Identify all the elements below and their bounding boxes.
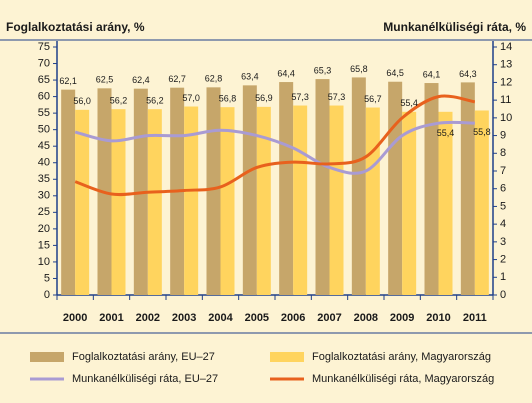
y2-axis-title: Munkanélküliségi ráta, % (383, 20, 526, 34)
bar (147, 109, 162, 295)
x-tick-label: 2009 (390, 312, 414, 324)
legend-label: Foglalkoztatási arány, EU–27 (72, 351, 215, 363)
y-tick-label: 55 (38, 107, 50, 119)
y-tick-label: 25 (38, 206, 50, 218)
y-tick-label: 70 (38, 57, 50, 69)
bar (365, 107, 380, 296)
bar (402, 111, 417, 295)
bar (438, 111, 453, 295)
y-tick-label: 5 (44, 272, 50, 284)
data-label: 56,8 (219, 94, 237, 104)
legend-label: Foglalkoztatási arány, Magyarország (312, 351, 491, 363)
data-label: 64,1 (423, 69, 441, 79)
bar (351, 77, 366, 296)
legend-swatch (270, 352, 304, 362)
bar (315, 79, 330, 295)
line (74, 94, 476, 197)
bar (220, 107, 235, 295)
x-tick-label: 2008 (354, 312, 378, 324)
y2-tick-label: 1 (500, 271, 506, 283)
x-tick-label: 2005 (245, 312, 269, 324)
data-label: 57,0 (182, 93, 200, 103)
bar (111, 109, 126, 295)
x-tick-label: 2003 (172, 312, 196, 324)
y2-tick-label: 9 (500, 129, 506, 141)
y-tick-label: 10 (38, 256, 50, 268)
data-label: 63,4 (241, 72, 259, 82)
data-label: 62,4 (132, 75, 150, 85)
data-label: 64,3 (459, 69, 477, 79)
data-label: 56,7 (364, 94, 382, 104)
y2-tick-label: 8 (500, 147, 506, 159)
x-tick-label: 2000 (63, 312, 87, 324)
bar (424, 83, 439, 295)
y2-tick-label: 10 (500, 112, 512, 124)
legend-label: Munkanélküliségi ráta, Magyarország (312, 373, 494, 385)
y-tick-label: 50 (38, 124, 50, 136)
x-tick-label: 2011 (463, 312, 487, 324)
data-label: 65,3 (314, 65, 332, 75)
x-tick-label: 2002 (136, 312, 160, 324)
data-label: 56,9 (255, 93, 273, 103)
bar (206, 87, 221, 295)
data-label: 65,8 (350, 64, 368, 74)
x-tick-label: 2007 (317, 312, 341, 324)
x-tick-label: 2006 (281, 312, 305, 324)
x-tick-label: 2010 (426, 312, 450, 324)
y-tick-label: 20 (38, 223, 50, 235)
y-tick-label: 35 (38, 173, 50, 185)
y-tick-label: 60 (38, 91, 50, 103)
data-label: 57,3 (291, 92, 309, 102)
bar (293, 105, 308, 295)
data-label: 56,2 (146, 96, 164, 106)
bar (184, 106, 199, 296)
y2-tick-label: 7 (500, 165, 506, 177)
y-tick-label: 30 (38, 190, 50, 202)
legend-swatch (30, 352, 64, 362)
bar (242, 85, 257, 295)
legend-label: Munkanélküliségi ráta, EU–27 (72, 373, 218, 385)
y2-tick-label: 0 (500, 289, 506, 301)
y2-tick-label: 12 (500, 76, 512, 88)
y-tick-label: 65 (38, 74, 50, 86)
y-tick-label: 75 (38, 41, 50, 53)
data-label: 55,8 (473, 127, 491, 137)
data-label: 62,8 (205, 74, 223, 84)
data-label: 62,5 (96, 75, 114, 85)
y-tick-label: 15 (38, 239, 50, 251)
bar (460, 82, 475, 295)
data-label: 55,4 (400, 98, 418, 108)
y-tick-label: 40 (38, 157, 50, 169)
data-label: 62,7 (168, 74, 186, 84)
data-label: 64,5 (386, 68, 404, 78)
y2-tick-label: 11 (500, 94, 511, 106)
y2-tick-label: 6 (500, 183, 506, 195)
data-label: 55,4 (437, 128, 455, 138)
x-tick-label: 2004 (208, 312, 233, 324)
line (74, 120, 475, 175)
y2-tick-label: 5 (500, 200, 506, 212)
data-label: 56,2 (110, 96, 128, 106)
y2-tick-label: 14 (500, 41, 512, 53)
y2-tick-label: 2 (500, 253, 506, 265)
y2-tick-label: 13 (500, 59, 512, 71)
bar (61, 89, 76, 295)
bar (279, 82, 294, 296)
data-label: 56,0 (73, 96, 91, 106)
x-tick-label: 2001 (99, 312, 123, 324)
bar (329, 105, 344, 295)
data-label: 57,3 (328, 92, 346, 102)
data-label: 64,4 (277, 68, 295, 78)
y-tick-label: 45 (38, 140, 50, 152)
bar (256, 106, 271, 295)
data-label: 62,1 (59, 76, 77, 86)
bar (75, 109, 90, 296)
y-tick-label: 0 (44, 289, 50, 301)
y2-tick-label: 4 (500, 218, 506, 230)
bar (388, 81, 403, 295)
y-axis-title: Foglalkoztatási arány, % (6, 20, 145, 34)
bar (474, 110, 489, 295)
y2-tick-label: 3 (500, 236, 506, 248)
